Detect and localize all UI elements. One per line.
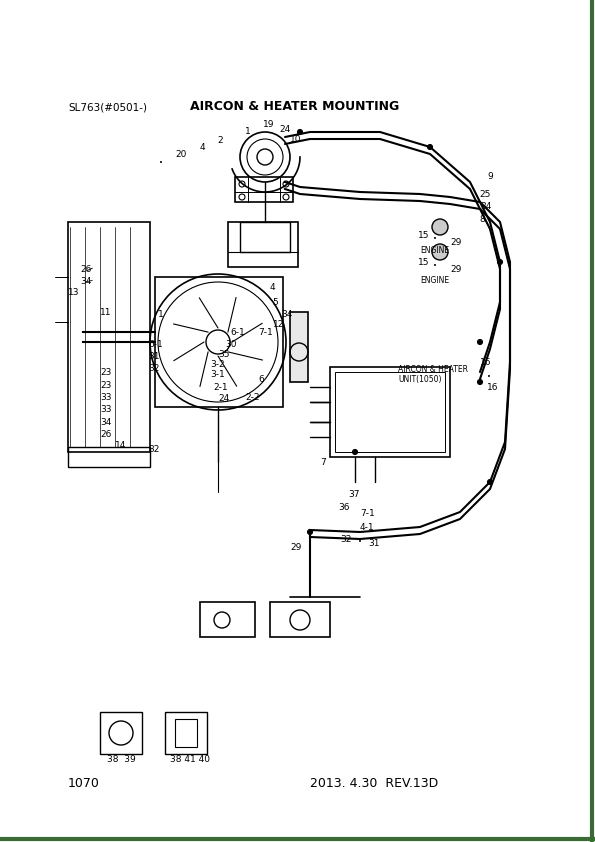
Circle shape <box>308 530 312 535</box>
Text: UNIT(1050): UNIT(1050) <box>398 375 441 383</box>
Text: 37: 37 <box>348 489 359 498</box>
Circle shape <box>478 339 483 344</box>
Bar <box>228 222 298 267</box>
Text: •: • <box>358 539 362 545</box>
Text: 7-1: 7-1 <box>360 509 375 519</box>
Text: 13: 13 <box>68 287 80 296</box>
Text: 38  39: 38 39 <box>107 755 136 765</box>
Text: 29: 29 <box>450 264 461 274</box>
Text: 24: 24 <box>218 393 229 402</box>
Text: 7-1: 7-1 <box>258 328 273 337</box>
Text: 32: 32 <box>340 535 352 543</box>
Circle shape <box>432 219 448 235</box>
Text: •: • <box>487 374 491 380</box>
Text: 6-1: 6-1 <box>148 339 163 349</box>
Circle shape <box>487 479 493 484</box>
Text: 3-2: 3-2 <box>210 360 225 369</box>
Circle shape <box>298 130 302 135</box>
Text: 33: 33 <box>100 392 111 402</box>
Text: 10: 10 <box>290 135 302 143</box>
Bar <box>175 719 197 747</box>
Circle shape <box>478 380 483 385</box>
Text: 7: 7 <box>320 457 325 466</box>
Bar <box>200 602 255 637</box>
Bar <box>100 712 142 754</box>
Text: 1070: 1070 <box>68 777 100 790</box>
Text: 34: 34 <box>100 418 111 427</box>
Text: 34: 34 <box>80 276 92 285</box>
Text: 29: 29 <box>290 542 302 552</box>
Text: 4: 4 <box>270 283 275 291</box>
Text: 32: 32 <box>148 364 159 372</box>
Text: 25: 25 <box>479 189 490 199</box>
Text: 36: 36 <box>338 503 349 511</box>
Text: ENGINE: ENGINE <box>420 246 449 254</box>
Bar <box>165 712 207 754</box>
Text: 26: 26 <box>80 264 92 274</box>
Text: 23: 23 <box>100 367 111 376</box>
Text: 1: 1 <box>158 310 164 318</box>
Text: 33: 33 <box>100 404 111 413</box>
Text: AIRCON & HEATER MOUNTING: AIRCON & HEATER MOUNTING <box>190 100 399 113</box>
Text: 12: 12 <box>273 319 284 328</box>
Text: 6: 6 <box>258 375 264 383</box>
Text: 34: 34 <box>281 310 292 318</box>
Circle shape <box>497 259 503 264</box>
Bar <box>68 222 150 452</box>
Text: 32: 32 <box>148 445 159 454</box>
Text: 9: 9 <box>487 172 493 180</box>
Circle shape <box>352 450 358 455</box>
Text: 16: 16 <box>480 358 491 366</box>
Text: 35: 35 <box>218 349 230 359</box>
Text: 31: 31 <box>368 540 380 548</box>
Text: 24: 24 <box>279 125 290 134</box>
Circle shape <box>432 244 448 260</box>
Text: 2: 2 <box>217 136 223 145</box>
Text: 38 41 40: 38 41 40 <box>170 755 210 765</box>
Text: 19: 19 <box>263 120 274 129</box>
Bar <box>290 312 308 382</box>
Text: 15: 15 <box>418 258 430 267</box>
Bar <box>155 277 283 407</box>
Text: AIRCON & HEATER: AIRCON & HEATER <box>398 365 468 374</box>
Bar <box>270 602 330 637</box>
Text: 2-2: 2-2 <box>245 392 259 402</box>
Text: •: • <box>159 160 163 166</box>
Text: 26: 26 <box>100 429 111 439</box>
Text: 5: 5 <box>272 297 278 306</box>
Text: 16: 16 <box>487 382 499 392</box>
Text: 30: 30 <box>225 339 236 349</box>
Text: 14: 14 <box>115 440 126 450</box>
Text: 20: 20 <box>175 150 186 158</box>
Text: 2013. 4.30  REV.13D: 2013. 4.30 REV.13D <box>310 777 439 790</box>
Text: ENGINE: ENGINE <box>420 275 449 285</box>
Bar <box>235 177 293 202</box>
Bar <box>68 447 150 467</box>
Text: 2-1: 2-1 <box>213 382 228 392</box>
Text: •: • <box>433 236 437 242</box>
Text: SL763(#0501-): SL763(#0501-) <box>68 102 147 112</box>
Text: 6-1: 6-1 <box>230 328 245 337</box>
Bar <box>330 367 450 457</box>
Text: 34: 34 <box>480 201 491 210</box>
Text: 4: 4 <box>200 142 206 152</box>
Bar <box>335 372 445 452</box>
Text: •: • <box>433 263 437 269</box>
Text: 4-1: 4-1 <box>360 523 375 531</box>
Text: 29: 29 <box>450 237 461 247</box>
Text: 11: 11 <box>100 307 111 317</box>
Text: 23: 23 <box>100 381 111 390</box>
Text: 3-1: 3-1 <box>210 370 225 379</box>
Text: 1: 1 <box>245 126 250 136</box>
Text: 15: 15 <box>418 231 430 239</box>
Text: 8: 8 <box>479 215 485 223</box>
Circle shape <box>427 145 433 150</box>
Text: 31: 31 <box>148 351 159 360</box>
